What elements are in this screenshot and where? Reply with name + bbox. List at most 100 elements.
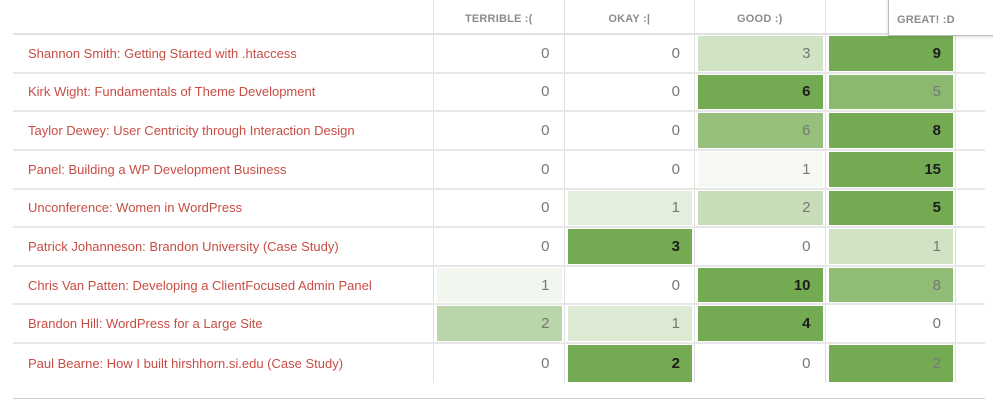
rating-value: 0 — [541, 199, 550, 217]
rating-cell: 3 — [694, 35, 825, 72]
dragged-column-header[interactable]: GREAT! :D — [888, 0, 993, 36]
rating-value: 3 — [567, 229, 692, 264]
rating-value: 6 — [698, 74, 823, 110]
rating-cell: 8 — [824, 112, 956, 149]
rating-value: 2 — [698, 190, 823, 226]
rating-cell: 2 — [824, 344, 956, 383]
table-row: Panel: Building a WP Development Busines… — [13, 150, 985, 190]
rating-cell: 0 — [433, 228, 564, 265]
feedback-ratings-table: TERRIBLE :(OKAY :| GOOD :) Shannon Smith:… — [13, 0, 985, 383]
row-spacer — [955, 344, 985, 383]
rating-value: 0 — [541, 122, 550, 140]
rating-value: 5 — [828, 74, 953, 110]
session-title-link[interactable]: Brandon Hill: WordPress for a Large Site — [28, 316, 263, 332]
session-title-link[interactable]: Chris Van Patten: Developing a ClientFoc… — [28, 277, 372, 293]
session-title-link[interactable]: Panel: Building a WP Development Busines… — [28, 161, 287, 177]
rating-cell: 8 — [824, 266, 956, 304]
rating-value: 1 — [567, 306, 692, 342]
column-header-good[interactable]: GOOD :) — [694, 0, 825, 33]
rating-value: 0 — [671, 276, 680, 294]
table-row: Brandon Hill: WordPress for a Large Site… — [13, 305, 985, 345]
session-column-header — [13, 0, 433, 33]
column-header-terrible[interactable]: TERRIBLE :( — [433, 0, 564, 33]
rating-cell: 0 — [433, 344, 564, 383]
row-spacer — [955, 266, 985, 304]
rating-value: 4 — [698, 306, 823, 342]
rating-cell: 10 — [694, 266, 825, 304]
rating-cell: 0 — [563, 150, 695, 188]
rating-cell: 1 — [563, 305, 695, 343]
rating-value: 0 — [541, 238, 550, 256]
rating-cell: 0 — [563, 266, 695, 304]
rating-cell: 0 — [433, 35, 564, 72]
rating-cell: 1 — [694, 150, 825, 188]
rating-cell: 5 — [824, 189, 956, 227]
rating-cell: 0 — [694, 344, 825, 383]
rating-cell: 0 — [433, 189, 564, 227]
table-row: Unconference: Women in WordPress 0 1 2 5 — [13, 189, 985, 229]
rating-value: 8 — [828, 113, 953, 148]
rating-value: 6 — [698, 113, 823, 148]
rating-cell: 3 — [563, 228, 695, 265]
table-row: Shannon Smith: Getting Started with .hta… — [13, 35, 985, 74]
rating-cell: 6 — [694, 112, 825, 149]
table-row: Paul Bearne: How I built hirshhorn.si.ed… — [13, 344, 985, 383]
rating-value: 0 — [671, 44, 680, 62]
rating-value: 15 — [828, 151, 953, 187]
rating-value: 5 — [828, 190, 953, 226]
session-title-link[interactable]: Kirk Wight: Fundamentals of Theme Develo… — [28, 84, 316, 100]
rating-cell: 0 — [433, 150, 564, 188]
session-title-link[interactable]: Patrick Johanneson: Brandon University (… — [28, 239, 339, 255]
rating-value: 0 — [802, 354, 811, 372]
table-row: Chris Van Patten: Developing a ClientFoc… — [13, 266, 985, 306]
rating-cell: 6 — [694, 73, 825, 111]
rating-value: 0 — [541, 44, 550, 62]
rating-cell: 0 — [563, 73, 695, 111]
column-header-okay[interactable]: OKAY :| — [563, 0, 695, 33]
row-spacer — [955, 228, 985, 265]
table-row: Taylor Dewey: User Centricity through In… — [13, 112, 985, 151]
row-spacer — [955, 189, 985, 227]
rating-cell: 2 — [433, 305, 564, 343]
dragged-column-header-label: GREAT! :D — [897, 14, 955, 26]
rating-cell: 1 — [563, 189, 695, 227]
row-spacer — [955, 35, 985, 72]
session-title-link[interactable]: Shannon Smith: Getting Started with .hta… — [28, 45, 297, 61]
rating-value: 0 — [932, 315, 941, 333]
section-divider — [13, 398, 985, 399]
rating-cell: 4 — [694, 305, 825, 343]
rating-cell: 0 — [694, 228, 825, 265]
table-header-row: TERRIBLE :(OKAY :| GOOD :) — [13, 0, 985, 35]
row-spacer — [955, 73, 985, 111]
rating-cell: 15 — [824, 150, 956, 188]
rating-value: 2 — [437, 306, 562, 342]
table-row: Kirk Wight: Fundamentals of Theme Develo… — [13, 73, 985, 113]
rating-value: 0 — [802, 238, 811, 256]
session-title-link[interactable]: Paul Bearne: How I built hirshhorn.si.ed… — [28, 355, 344, 371]
rating-value: 0 — [671, 122, 680, 140]
rating-value: 1 — [828, 229, 953, 264]
rating-value: 1 — [567, 190, 692, 226]
rating-cell: 0 — [433, 112, 564, 149]
row-spacer — [955, 150, 985, 188]
rating-value: 9 — [828, 36, 953, 71]
table-row: Patrick Johanneson: Brandon University (… — [13, 228, 985, 267]
rating-value: 3 — [698, 36, 823, 71]
session-title-link[interactable]: Taylor Dewey: User Centricity through In… — [28, 123, 355, 139]
rating-cell: 1 — [433, 266, 564, 304]
session-title-link[interactable]: Unconference: Women in WordPress — [28, 200, 243, 216]
row-spacer — [955, 305, 985, 343]
rating-value: 2 — [828, 345, 953, 382]
rating-value: 1 — [437, 267, 562, 303]
rating-cell: 0 — [563, 112, 695, 149]
rating-value: 2 — [567, 345, 692, 382]
rating-value: 8 — [828, 267, 953, 303]
rating-cell: 2 — [563, 344, 695, 383]
column-header-great-d[interactable] — [824, 0, 956, 33]
rating-cell: 0 — [563, 35, 695, 72]
row-spacer — [955, 112, 985, 149]
rating-value: 0 — [671, 160, 680, 178]
rating-value: 10 — [698, 267, 823, 303]
rating-value: 1 — [698, 151, 823, 187]
